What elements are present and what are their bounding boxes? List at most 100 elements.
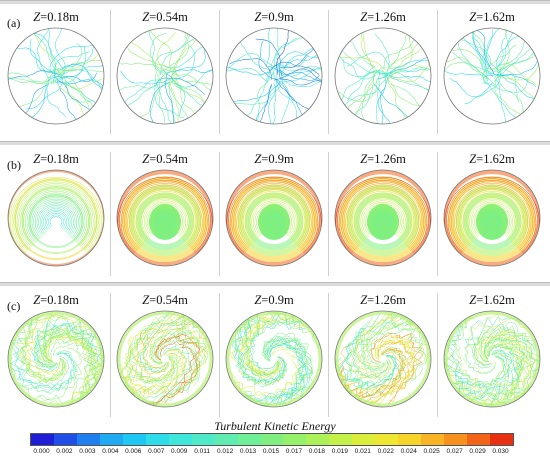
colorbar-swatch: [237, 434, 261, 445]
cross-section-streamline-plot: [116, 169, 214, 267]
colorbar-tick-label: 0.018: [308, 448, 326, 455]
section-cell: Z=1.26m: [331, 293, 435, 417]
colorbar-swatch: [375, 434, 399, 445]
colorbar-tick-label: 0.006: [125, 448, 142, 455]
colorbar-swatch: [122, 434, 146, 445]
cross-section-streamline-plot: [225, 27, 323, 125]
panel-label: (c): [7, 299, 21, 313]
cell-divider: [437, 293, 438, 417]
cell-divider: [328, 10, 329, 134]
z-position-label: Z=1.26m: [360, 10, 406, 24]
z-position-label: Z=0.18m: [33, 10, 79, 24]
colorbar-tick-label: 0.009: [171, 448, 188, 455]
colorbar-swatch: [168, 434, 192, 445]
colorbar-swatch: [260, 434, 284, 445]
cell-divider: [328, 152, 329, 276]
colorbar-title: Turbulent Kinetic Energy: [214, 419, 336, 433]
colorbar-tick-label: 0.030: [492, 448, 509, 455]
colorbar-tick-label: 0.027: [446, 448, 463, 455]
cell-divider: [219, 10, 220, 134]
colorbar-tick-label: 0.007: [148, 448, 165, 455]
cell-divider: [328, 293, 329, 417]
colorbar-tick-label: 0.029: [469, 448, 486, 455]
section-cell: Z=1.62m: [440, 10, 544, 134]
z-position-label: Z=0.9m: [254, 293, 294, 307]
colorbar-swatch: [76, 434, 100, 445]
section-cell: Z=0.18m: [4, 10, 108, 134]
panel-label: (a): [7, 16, 21, 30]
cross-section-streamline-plot: [225, 169, 323, 267]
colorbar-tick-label: 0.012: [216, 448, 234, 455]
z-position-label: Z=0.54m: [142, 152, 188, 166]
cell-divider: [437, 152, 438, 276]
cross-section-streamline-plot: [334, 310, 432, 408]
cross-section-streamline-plot: [225, 310, 323, 408]
colorbar-tick-label: 0.003: [79, 448, 96, 455]
colorbar-tick-labels: 0.000 0.002 0.003 0.004 0.006 0.007 0.009 0.011…: [30, 448, 512, 460]
z-position-label: Z=0.18m: [33, 152, 79, 166]
cross-section-streamline-plot: [7, 27, 105, 125]
z-position-label: Z=1.62m: [469, 293, 515, 307]
colorbar-tick-label: 0.011: [194, 448, 211, 455]
colorbar-swatch: [421, 434, 445, 445]
section-cell: Z=0.54m: [113, 293, 217, 417]
section-cell: Z=0.9m: [222, 152, 326, 276]
colorbar-tick-label: 0.015: [262, 448, 280, 455]
colorbar-tick-label: 0.022: [377, 448, 394, 455]
colorbar-swatch: [490, 434, 514, 445]
cross-section-streamline-plot: [116, 310, 214, 408]
colorbar-swatch: [306, 434, 330, 445]
colorbar-tick-label: 0.019: [331, 448, 348, 455]
colorbar-swatch: [145, 434, 169, 445]
colorbar-tick-label: 0.013: [239, 448, 257, 455]
z-position-label: Z=1.62m: [469, 10, 515, 24]
colorbar-swatch: [398, 434, 422, 445]
cell-divider: [437, 10, 438, 134]
colorbar-tick-label: 0.002: [56, 448, 73, 455]
panel-row-c: Z=0.18m Z=0.54m Z=0.9m Z=1.26m Z=1.62m (c): [2, 287, 548, 423]
panel-row-a: Z=0.18m Z=0.54m Z=0.9m Z=1.26m Z=1.62m (a): [2, 4, 548, 140]
panel-row-b: Z=0.18m Z=0.54m Z=0.9m Z=1.26m Z=1.62m (b): [2, 146, 548, 282]
z-position-label: Z=1.26m: [360, 293, 406, 307]
colorbar-tick-label: 0.025: [423, 448, 440, 455]
cross-section-streamline-plot: [334, 27, 432, 125]
colorbar-tick-label: 0.017: [285, 448, 303, 455]
colorbar: [30, 433, 514, 446]
section-cell: Z=0.54m: [113, 152, 217, 276]
colorbar-tick-label: 0.021: [354, 448, 371, 455]
cross-section-streamline-plot: [7, 169, 105, 267]
colorbar-tick-label: 0.024: [400, 448, 417, 455]
z-position-label: Z=0.9m: [254, 10, 294, 24]
row-separator: [0, 141, 550, 145]
colorbar-swatch: [99, 434, 123, 445]
cross-section-streamline-plot: [7, 310, 105, 408]
cell-divider: [219, 152, 220, 276]
cell-divider: [110, 293, 111, 417]
z-position-label: Z=1.26m: [360, 152, 406, 166]
section-cell: Z=1.62m: [440, 293, 544, 417]
z-position-label: Z=0.9m: [254, 152, 294, 166]
cell-divider: [110, 10, 111, 134]
cross-section-streamline-plot: [443, 310, 541, 408]
panel-label: (b): [7, 158, 21, 172]
colorbar-swatch: [31, 434, 54, 445]
z-position-label: Z=0.54m: [142, 10, 188, 24]
colorbar-tick-label: 0.000: [33, 448, 50, 455]
section-cell: Z=1.26m: [331, 152, 435, 276]
colorbar-swatch: [444, 434, 468, 445]
colorbar-swatch: [214, 434, 238, 445]
colorbar-swatch: [53, 434, 77, 445]
z-position-label: Z=0.54m: [142, 293, 188, 307]
colorbar-swatch: [191, 434, 215, 445]
cross-section-streamline-plot: [443, 27, 541, 125]
cell-divider: [110, 152, 111, 276]
section-cell: Z=0.54m: [113, 10, 217, 134]
cell-divider: [219, 293, 220, 417]
colorbar-swatch: [467, 434, 491, 445]
section-cell: Z=0.9m: [222, 10, 326, 134]
colorbar-swatch: [352, 434, 376, 445]
colorbar-swatch: [329, 434, 353, 445]
z-position-label: Z=0.18m: [33, 293, 79, 307]
row-separator: [0, 282, 550, 286]
row-separator: [0, 0, 550, 4]
